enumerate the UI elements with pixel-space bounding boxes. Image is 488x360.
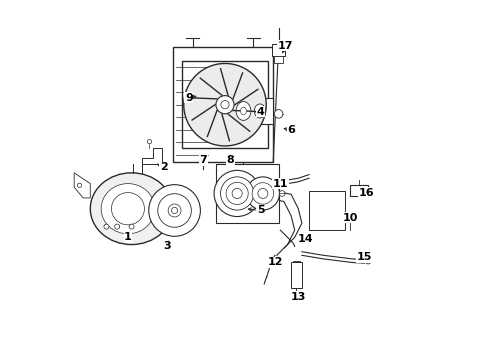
Circle shape — [225, 183, 248, 204]
Circle shape — [77, 183, 81, 188]
Text: 3: 3 — [163, 241, 171, 251]
Bar — [172, 47, 273, 162]
Ellipse shape — [90, 173, 172, 244]
Bar — [349, 185, 367, 196]
Circle shape — [147, 139, 151, 144]
Text: 12: 12 — [266, 257, 282, 267]
Text: 1: 1 — [124, 232, 132, 242]
Polygon shape — [74, 173, 90, 198]
Circle shape — [158, 194, 191, 227]
Text: 11: 11 — [272, 179, 287, 189]
Text: 9: 9 — [184, 93, 192, 103]
Circle shape — [183, 63, 265, 146]
Bar — [271, 44, 285, 56]
Circle shape — [232, 188, 242, 198]
Ellipse shape — [111, 193, 144, 225]
Bar — [182, 62, 268, 148]
Text: 8: 8 — [226, 155, 234, 165]
Text: 15: 15 — [356, 252, 371, 262]
Circle shape — [274, 109, 282, 118]
Circle shape — [279, 190, 285, 196]
Circle shape — [104, 224, 109, 229]
Circle shape — [246, 177, 279, 210]
Text: 13: 13 — [290, 292, 305, 302]
Bar — [274, 55, 282, 63]
Circle shape — [220, 177, 253, 210]
Text: 5: 5 — [256, 206, 264, 216]
Circle shape — [148, 185, 200, 236]
Text: 16: 16 — [358, 188, 373, 198]
Circle shape — [115, 224, 120, 229]
Ellipse shape — [257, 108, 262, 114]
Circle shape — [171, 207, 177, 213]
Text: 10: 10 — [342, 213, 357, 222]
Circle shape — [214, 170, 260, 216]
Text: 6: 6 — [286, 125, 294, 135]
Ellipse shape — [236, 102, 250, 120]
Text: 14: 14 — [297, 234, 313, 244]
Circle shape — [216, 96, 234, 114]
Circle shape — [365, 258, 370, 264]
Text: 7: 7 — [199, 155, 207, 165]
Ellipse shape — [101, 184, 154, 234]
Polygon shape — [142, 148, 162, 164]
Bar — [215, 164, 278, 223]
Bar — [290, 262, 301, 288]
Circle shape — [129, 224, 134, 229]
Circle shape — [252, 183, 273, 204]
Circle shape — [221, 100, 229, 109]
Bar — [308, 191, 344, 230]
Circle shape — [168, 204, 181, 217]
Text: 17: 17 — [277, 41, 293, 50]
Circle shape — [257, 189, 267, 198]
Ellipse shape — [254, 104, 265, 118]
Text: 2: 2 — [160, 162, 167, 172]
Bar — [231, 98, 273, 125]
Text: 4: 4 — [256, 107, 264, 117]
Ellipse shape — [240, 107, 246, 115]
